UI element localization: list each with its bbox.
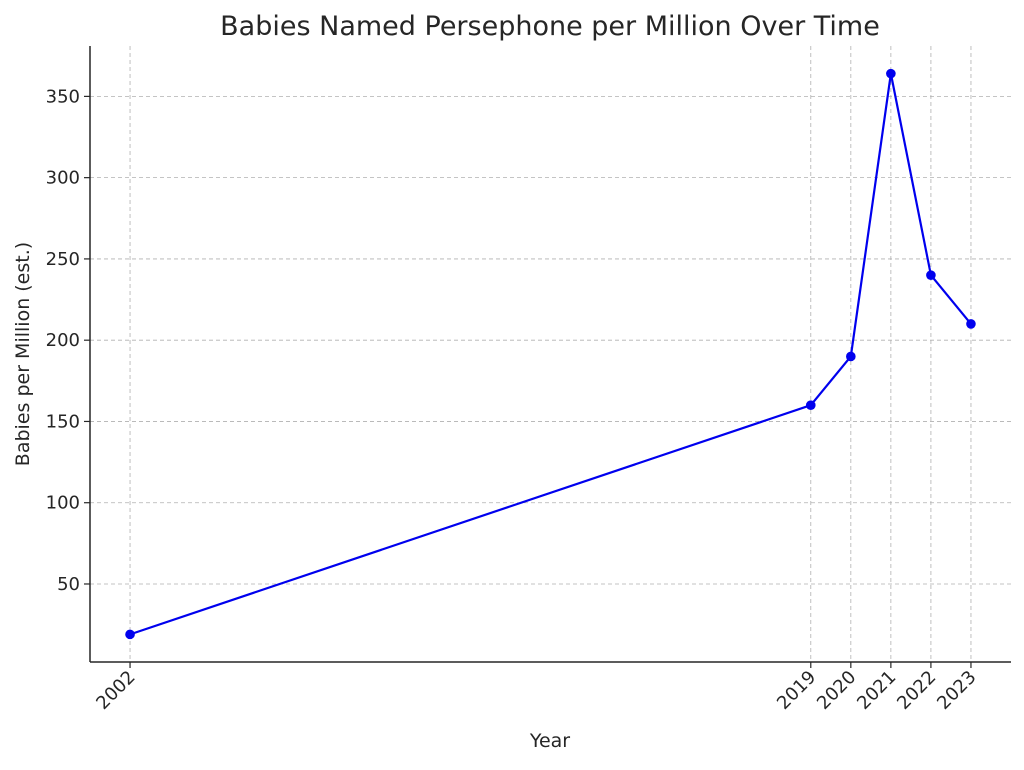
y-tick-label: 350: [46, 86, 80, 107]
y-tick-label: 150: [46, 411, 80, 432]
data-point: [926, 270, 936, 280]
y-axis-label: Babies per Million (est.): [12, 242, 34, 466]
data-point: [125, 629, 135, 640]
axes: [89, 46, 1011, 663]
series: [125, 68, 976, 640]
chart-title: Babies Named Persephone per Million Over…: [220, 11, 880, 42]
grid: [90, 46, 1011, 662]
x-tick-label: 2020: [813, 667, 860, 714]
data-point: [846, 351, 856, 362]
data-point: [886, 68, 896, 79]
x-tick-label: 2022: [893, 667, 940, 714]
series-line: [129, 72, 972, 636]
y-tick-label: 250: [46, 249, 80, 270]
y-ticks: 50 100 150 200 250 300 350: [46, 86, 90, 595]
x-axis-label: Year: [529, 730, 570, 752]
y-tick-label: 100: [46, 493, 80, 514]
x-tick-label: 2021: [853, 667, 900, 714]
data-point: [966, 319, 976, 329]
y-tick-label: 300: [46, 168, 80, 189]
data-point: [805, 400, 816, 410]
y-tick-label: 200: [46, 330, 80, 351]
x-tick-label: 2019: [773, 667, 820, 714]
x-tick-label: 2023: [933, 667, 980, 714]
y-tick-label: 50: [57, 574, 80, 595]
x-tick-label: 2002: [92, 667, 139, 714]
